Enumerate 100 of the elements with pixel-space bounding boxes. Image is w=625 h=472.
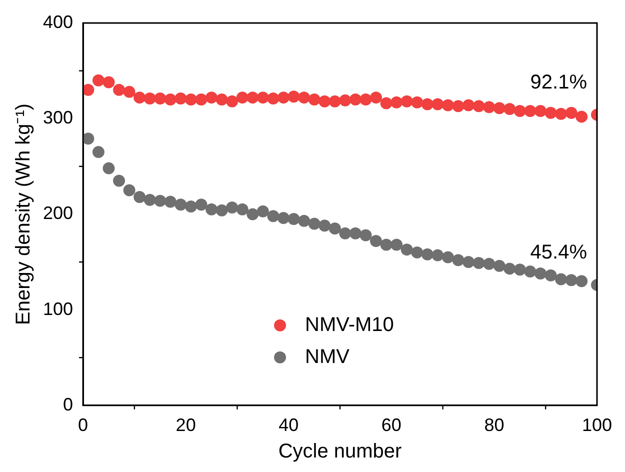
point <box>144 92 156 105</box>
point <box>576 275 588 288</box>
point <box>472 100 485 112</box>
point <box>154 92 166 105</box>
point <box>236 203 248 216</box>
point <box>380 97 392 110</box>
point <box>483 101 496 114</box>
point <box>504 262 516 275</box>
point <box>576 110 588 123</box>
legend-label: NMV <box>305 346 350 368</box>
point <box>246 208 259 220</box>
point <box>318 95 331 108</box>
point <box>555 273 568 286</box>
point <box>92 146 104 158</box>
point <box>216 204 228 216</box>
x-tick-label: 80 <box>484 415 504 436</box>
point <box>390 96 403 108</box>
point <box>318 220 331 232</box>
point <box>411 246 424 258</box>
point <box>421 248 434 260</box>
point <box>339 94 352 106</box>
x-tick-label: 20 <box>176 415 196 436</box>
point <box>360 229 372 242</box>
point <box>483 258 496 270</box>
point <box>174 198 187 211</box>
point <box>328 95 341 108</box>
point <box>288 212 300 225</box>
point <box>442 251 454 264</box>
point <box>308 218 320 230</box>
point <box>92 74 104 86</box>
point <box>565 274 578 286</box>
point <box>195 93 208 106</box>
point <box>184 93 197 106</box>
point <box>555 108 568 120</box>
x-tick-label: 100 <box>582 415 612 436</box>
x-tick-label: 60 <box>381 415 402 436</box>
point <box>144 194 156 206</box>
point <box>174 92 187 105</box>
point <box>83 84 94 96</box>
y-tick-label: 400 <box>42 12 74 32</box>
point <box>493 102 506 114</box>
point <box>442 99 454 112</box>
point <box>524 104 536 117</box>
point <box>277 212 290 224</box>
point <box>102 162 115 174</box>
point <box>164 196 176 208</box>
point <box>400 95 413 108</box>
point <box>256 205 269 218</box>
y-tick-label: 200 <box>42 203 74 224</box>
x-axis-title: Cycle number <box>278 440 402 463</box>
point <box>83 132 94 145</box>
point <box>421 98 434 110</box>
point <box>184 200 197 213</box>
point <box>370 234 382 247</box>
point <box>504 103 516 116</box>
point <box>328 222 341 235</box>
point <box>216 93 228 106</box>
point <box>400 244 413 256</box>
point <box>288 90 300 103</box>
y-axis-title: Energy density (Wh kg⁻¹) <box>12 103 35 325</box>
point <box>164 93 176 106</box>
point <box>432 98 444 110</box>
point <box>565 106 578 119</box>
point <box>246 92 259 104</box>
point <box>534 104 546 117</box>
point <box>226 95 238 108</box>
point <box>452 100 464 112</box>
point <box>102 76 115 88</box>
point <box>339 227 352 240</box>
y-tick-label: 0 <box>63 394 74 414</box>
point <box>123 86 136 98</box>
y-tick-label: 300 <box>42 108 74 128</box>
point <box>360 93 372 106</box>
point <box>206 203 218 216</box>
point <box>493 260 506 272</box>
point <box>411 96 424 108</box>
point <box>206 92 218 104</box>
point <box>277 92 290 104</box>
annotation: 45.4% <box>530 241 588 264</box>
point <box>113 84 126 96</box>
point <box>452 254 464 266</box>
legend-label: NMV-M10 <box>305 314 394 336</box>
point <box>380 238 392 251</box>
point <box>267 92 280 105</box>
point <box>349 93 362 106</box>
y-tick-label: 100 <box>42 298 74 319</box>
point <box>154 194 166 207</box>
point <box>134 92 146 104</box>
point <box>195 198 208 211</box>
point <box>524 266 536 278</box>
x-tick-label: 0 <box>78 415 88 436</box>
point <box>349 227 362 240</box>
point <box>298 214 310 227</box>
point <box>514 264 526 276</box>
point <box>226 202 238 214</box>
point <box>534 267 546 280</box>
point <box>298 92 310 104</box>
annotation: 92.1% <box>530 71 588 94</box>
point <box>267 210 280 222</box>
point <box>472 256 485 269</box>
